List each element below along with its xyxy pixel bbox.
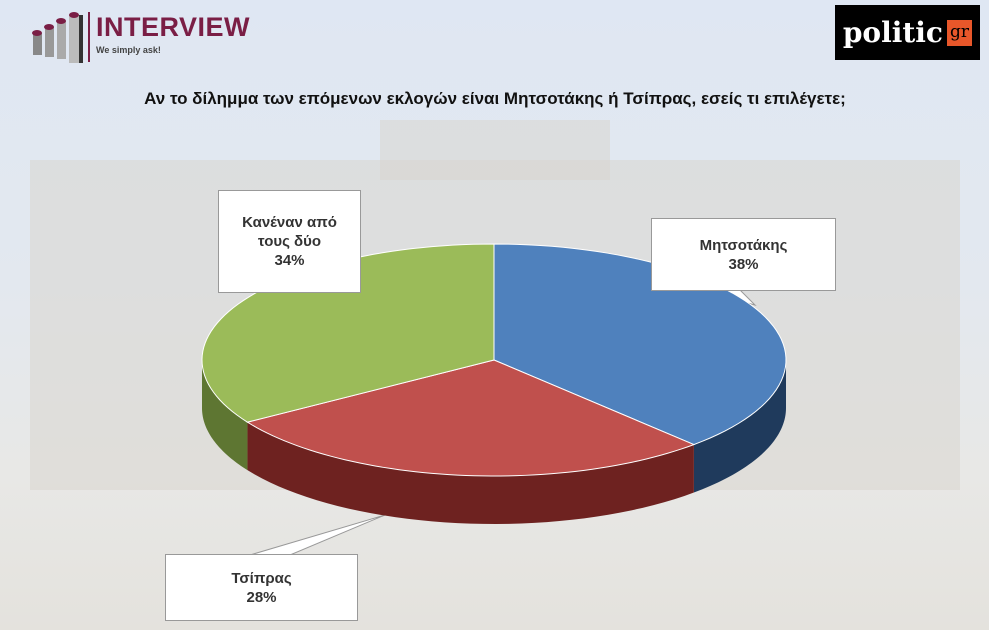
bars-logo-icon [32, 12, 83, 63]
pie-side-2 [202, 360, 248, 471]
politic-logo-suffix: gr [946, 19, 972, 46]
pie-side-0 [693, 360, 786, 493]
pie-side-1 [247, 422, 694, 524]
logo-divider [88, 12, 90, 62]
label-tsipras-value: 28% [246, 588, 277, 606]
politic-logo: politic gr [834, 5, 980, 60]
pie-slice-1 [246, 359, 696, 477]
label-tsipras: Τσίπρας 28% [165, 554, 358, 621]
interview-tagline: We simply ask! [96, 45, 161, 55]
pie-slice-0 [493, 243, 787, 446]
label-none-name: Κανέναν από τους δύο [242, 214, 337, 250]
label-none: Κανέναν από τους δύο 34% [218, 190, 361, 293]
label-mitsotakis-value: 38% [728, 255, 759, 273]
interview-logo-text: INTERVIEW [96, 12, 251, 42]
label-none-value: 34% [274, 252, 305, 269]
chart-title: Αν το δίλημμα των επόμενων εκλογών είναι… [144, 89, 846, 108]
interview-logo-text-group: INTERVIEW We simply ask! [96, 12, 250, 56]
label-mitsotakis-name: Μητσοτάκης [699, 236, 788, 254]
politic-logo-text: politic [842, 15, 943, 49]
label-mitsotakis: Μητσοτάκης 38% [651, 218, 836, 291]
label-tsipras-pointer [249, 514, 386, 556]
background-pediment [380, 120, 610, 180]
label-tsipras-name: Τσίπρας [231, 569, 292, 587]
